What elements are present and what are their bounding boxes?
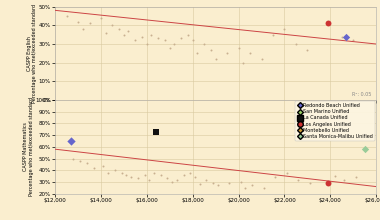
Point	[162, 38, 168, 42]
Point	[144, 42, 150, 46]
Point	[125, 29, 131, 33]
Text: R²: 0.05: R²: 0.05	[352, 92, 371, 97]
Point	[105, 171, 111, 174]
Point	[249, 184, 255, 187]
Point	[353, 176, 359, 179]
Point	[307, 181, 313, 185]
Y-axis label: CASPP Mathematics
Percentage who met/exceeded standard: CASPP Mathematics Percentage who met/exc…	[23, 97, 34, 196]
Point	[238, 180, 244, 184]
Point	[242, 186, 249, 189]
Legend: Redondo Beach Unified, San Marino Unified, La Canada Unified, Los Angeles Unifie: Redondo Beach Unified, San Marino Unifie…	[295, 101, 375, 141]
Point	[341, 178, 347, 181]
Point	[100, 164, 106, 167]
Point	[293, 42, 299, 46]
Point	[158, 173, 164, 177]
Point	[132, 38, 138, 42]
Point	[187, 171, 193, 174]
Point	[169, 180, 175, 184]
Point	[119, 171, 125, 174]
Point	[139, 35, 145, 38]
Point	[149, 33, 155, 36]
Point	[325, 22, 331, 25]
Point	[240, 61, 246, 64]
Point	[261, 186, 267, 189]
Point	[63, 14, 70, 18]
Point	[325, 181, 331, 185]
Point	[109, 24, 116, 27]
Point	[128, 176, 134, 179]
Point	[192, 176, 198, 179]
Point	[141, 173, 147, 177]
Point	[155, 37, 162, 40]
Point	[270, 33, 276, 36]
Point	[284, 171, 290, 174]
Point	[165, 177, 171, 180]
Point	[350, 38, 356, 42]
Point	[91, 166, 97, 170]
Point	[77, 159, 83, 163]
Point	[236, 46, 242, 50]
Point	[84, 161, 90, 165]
Point	[171, 42, 177, 46]
Point	[304, 48, 310, 51]
Point	[362, 147, 368, 151]
Point	[201, 42, 207, 46]
Point	[210, 181, 216, 185]
Point	[167, 46, 173, 50]
Point	[203, 178, 209, 181]
Point	[112, 169, 118, 172]
Point	[282, 27, 288, 31]
Point	[213, 57, 219, 61]
Point	[70, 157, 76, 160]
Point	[272, 176, 278, 179]
Point	[146, 178, 152, 181]
Point	[87, 22, 93, 25]
Point	[153, 130, 159, 133]
Point	[135, 177, 141, 180]
Point	[116, 27, 122, 31]
Point	[98, 16, 104, 20]
Point	[75, 20, 81, 23]
Point	[224, 51, 230, 55]
Point	[208, 48, 214, 51]
Point	[121, 33, 127, 36]
Point	[226, 181, 233, 185]
Point	[339, 35, 345, 38]
Point	[332, 174, 338, 178]
Point	[185, 33, 191, 36]
Point	[123, 173, 129, 177]
Point	[194, 51, 200, 55]
Point	[174, 178, 180, 181]
Point	[151, 171, 157, 174]
Point	[295, 178, 301, 181]
Point	[344, 35, 350, 38]
Point	[79, 27, 86, 31]
Y-axis label: CASPP English
Percentage who met/exceeded standard: CASPP English Percentage who met/exceede…	[27, 4, 37, 103]
Point	[178, 37, 184, 40]
Point	[68, 139, 74, 143]
Point	[258, 57, 264, 61]
Point	[190, 38, 196, 42]
Point	[247, 51, 253, 55]
Point	[180, 173, 187, 177]
Point	[103, 31, 109, 35]
Point	[215, 184, 221, 187]
Point	[196, 183, 203, 186]
